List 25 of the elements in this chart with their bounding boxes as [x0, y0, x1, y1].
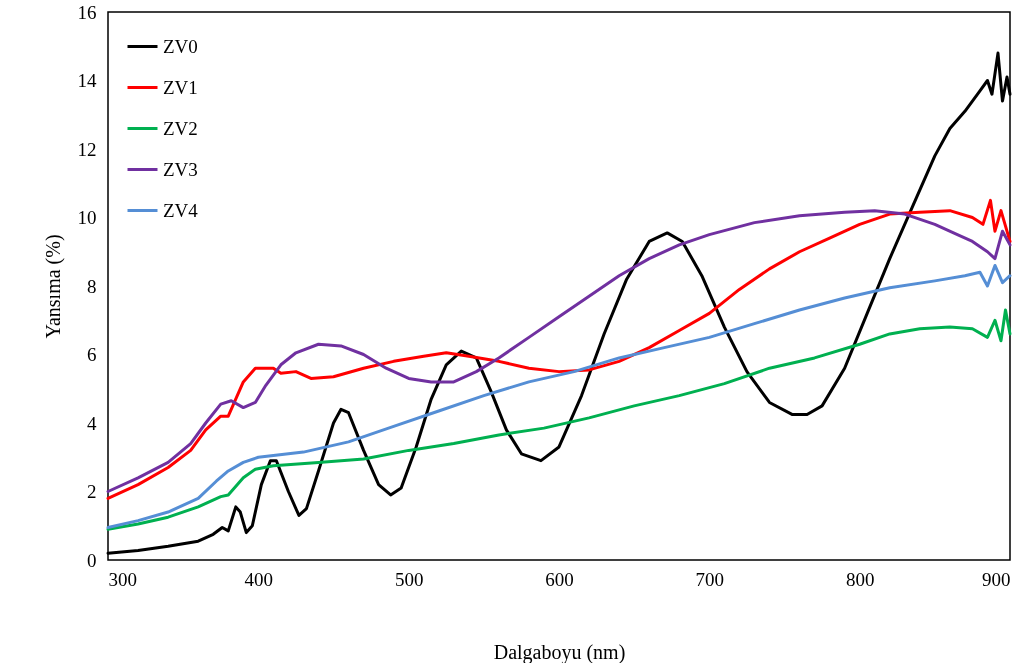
legend-label: ZV3 [163, 158, 198, 180]
y-axis-title: Yansıma (%) [41, 234, 65, 339]
line-series [106, 263, 1012, 529]
y-tick-label: 14 [77, 70, 97, 91]
x-tick-label: 500 [394, 568, 424, 590]
x-tick-label: 900 [982, 568, 1011, 590]
legend-label: ZV1 [163, 76, 198, 98]
y-tick-label: 4 [87, 412, 97, 434]
y-tick-label: 12 [77, 138, 97, 160]
legend-label: ZV4 [163, 199, 199, 221]
x-tick-label: 300 [108, 568, 137, 590]
y-tick-label: 2 [87, 481, 97, 502]
y-tick-label: 10 [77, 207, 97, 228]
x-tick-label: 400 [244, 568, 274, 590]
y-tick-label: 0 [87, 549, 97, 571]
x-tick-label: 800 [845, 568, 875, 590]
x-tick-label: 700 [695, 568, 725, 590]
legend-label: ZV0 [163, 35, 198, 57]
y-tick-label: 16 [77, 1, 97, 23]
y-tick-label: 6 [87, 344, 97, 365]
x-axis-title: Dalgaboyu (nm) [493, 640, 626, 663]
x-tick-label: 600 [545, 568, 574, 590]
y-tick-label: 8 [87, 275, 97, 297]
line-series [106, 308, 1012, 531]
legend-label: ZV2 [163, 117, 198, 139]
